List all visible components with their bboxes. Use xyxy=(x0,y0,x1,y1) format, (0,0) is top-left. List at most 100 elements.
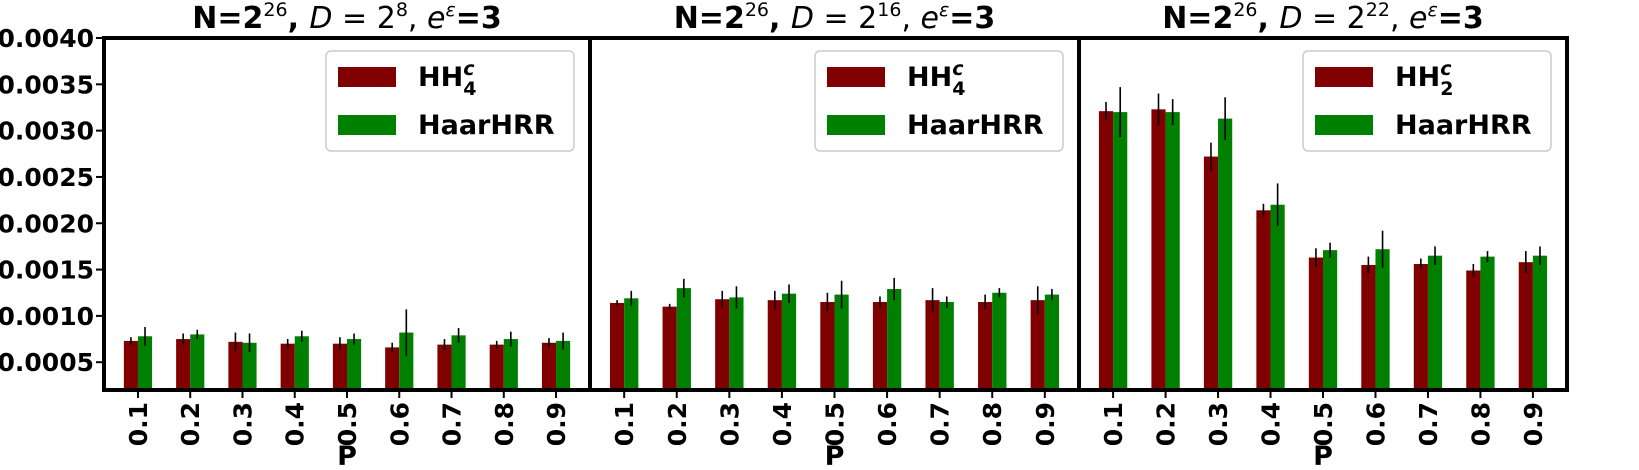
bar-hh xyxy=(609,302,625,390)
bar-hh xyxy=(1413,264,1428,390)
legend-entry-label: HaarHRR xyxy=(418,110,555,141)
legend: HHc 4 HaarHRR xyxy=(814,50,1064,152)
bar-hh xyxy=(1361,264,1376,390)
x-tick-label: 0.2 xyxy=(176,402,205,446)
bar-haarhrr xyxy=(1427,255,1443,390)
x-tick-label: 0.5 xyxy=(1309,402,1338,446)
bar-haarhrr xyxy=(834,294,849,390)
bar-hh xyxy=(541,342,557,390)
bar-hh xyxy=(280,343,295,390)
legend-entry-label: HHc 4 xyxy=(907,58,965,100)
x-tick-label: 0.1 xyxy=(124,402,153,446)
bar-haarhrr xyxy=(1480,256,1495,390)
bar-haarhrr xyxy=(1218,118,1233,390)
bar-hh xyxy=(1256,210,1271,390)
y-tick-label: 0.0020 xyxy=(0,209,94,238)
legend-swatch xyxy=(827,115,885,135)
bar-haarhrr xyxy=(887,289,902,390)
y-tick-label: 0.0005 xyxy=(0,348,94,377)
chart-panel-2: 0.1 0.2 0.3 0.4 0.5 0.6 0.7 0.8 0.9 N=226, D = 21… xyxy=(588,0,1081,470)
bar-haarhrr xyxy=(676,288,691,390)
bar-hh xyxy=(1151,109,1166,390)
chart-panel-3: 0.1 0.2 0.3 0.4 0.5 0.6 0.7 0.8 0.9 N=226, D = 22… xyxy=(1077,0,1569,470)
x-tick-label: 0.4 xyxy=(281,402,310,446)
x-tick-label: 0.3 xyxy=(1204,402,1233,446)
x-tick-label: 0.2 xyxy=(663,402,692,446)
x-tick-label: 0.7 xyxy=(438,402,467,446)
x-axis-label: P xyxy=(337,441,357,470)
legend: HHc 4 HaarHRR xyxy=(325,50,575,152)
x-tick-label: 0.7 xyxy=(926,402,955,446)
bar-hh xyxy=(332,343,347,390)
bar-hh xyxy=(820,302,835,390)
bar-hh xyxy=(1203,156,1219,390)
x-tick-label: 0.6 xyxy=(385,402,414,446)
bar-haarhrr xyxy=(451,335,466,390)
legend: HHc 2 HaarHRR xyxy=(1302,50,1552,152)
y-tick-label: 0.0010 xyxy=(0,302,94,331)
legend-swatch xyxy=(338,115,396,135)
plot-frame xyxy=(1077,36,1569,392)
bar-haarhrr xyxy=(939,302,954,390)
y-axis: 0.0005 0.0010 0.0015 0.0020 0.0025 0.0030 0.00… xyxy=(0,24,104,377)
bar-hh xyxy=(123,340,138,390)
bar-haarhrr xyxy=(781,293,797,390)
bar-hh xyxy=(1466,270,1481,390)
x-axis-label: P xyxy=(1313,441,1333,470)
y-tick-label: 0.0015 xyxy=(0,256,94,285)
bar-hh xyxy=(176,339,191,390)
bar-hh xyxy=(1518,262,1533,390)
bar-hh xyxy=(437,344,452,390)
x-tick-label: 0.7 xyxy=(1414,402,1443,446)
y-tick-label: 0.0025 xyxy=(0,163,94,192)
bar-haarhrr xyxy=(294,336,309,390)
bar-hh xyxy=(872,302,888,390)
x-tick-label: 0.1 xyxy=(610,402,639,446)
bar-hh xyxy=(1030,300,1045,390)
x-tick-label: 0.4 xyxy=(1257,402,1286,446)
x-tick-label: 0.3 xyxy=(715,402,744,446)
bar-hh xyxy=(978,302,993,390)
x-tick-label: 0.6 xyxy=(873,402,902,446)
bar-haarhrr xyxy=(242,342,257,390)
x-tick-label: 0.4 xyxy=(768,402,797,446)
x-tick-label: 0.3 xyxy=(228,402,257,446)
y-tick-label: 0.0040 xyxy=(0,24,94,53)
bar-hh xyxy=(767,300,782,390)
x-tick-label: 0.5 xyxy=(821,402,850,446)
bar-haarhrr xyxy=(1323,250,1338,390)
panel-title: N=226, D = 216, eε=3 xyxy=(674,0,996,36)
legend-swatch xyxy=(338,67,396,87)
bar-haarhrr xyxy=(190,334,205,390)
panel-title: N=226, D = 28, eε=3 xyxy=(192,0,502,36)
bar-haarhrr xyxy=(624,298,639,390)
bar-hh xyxy=(228,341,243,390)
panel-title: N=226, D = 222, eε=3 xyxy=(1162,0,1484,36)
bar-hh xyxy=(385,347,400,390)
legend-entry-label: HHc 2 xyxy=(1395,58,1453,100)
bar-haarhrr xyxy=(1375,249,1390,390)
bar-haarhrr xyxy=(347,339,362,390)
bar-haarhrr xyxy=(1270,204,1285,390)
x-tick-label: 0.2 xyxy=(1152,402,1181,446)
legend-swatch xyxy=(1315,115,1373,135)
x-tick-label: 0.8 xyxy=(490,402,519,446)
x-tick-label: 0.9 xyxy=(1031,402,1060,446)
bar-hh xyxy=(1098,111,1114,390)
x-tick-label: 0.8 xyxy=(978,402,1007,446)
x-tick-label: 0.6 xyxy=(1361,402,1390,446)
bar-haarhrr xyxy=(1044,294,1060,390)
x-tick-label: 0.8 xyxy=(1466,402,1495,446)
x-tick-label: 0.5 xyxy=(333,402,362,446)
chart-panel-1: 0.1 0.2 0.3 0.4 0.5 0.6 0.7 0.8 0.9 N=226, D = 28… xyxy=(102,0,592,470)
bar-haarhrr xyxy=(399,332,414,390)
legend-swatch xyxy=(827,67,885,87)
legend-swatch xyxy=(1315,67,1373,87)
x-tick-label: 0.9 xyxy=(542,402,571,446)
bar-haarhrr xyxy=(556,340,571,390)
y-tick-label: 0.0030 xyxy=(0,117,94,146)
bar-hh xyxy=(925,300,940,390)
x-tick-label: 0.9 xyxy=(1519,402,1548,446)
x-axis-label: P xyxy=(825,441,845,470)
